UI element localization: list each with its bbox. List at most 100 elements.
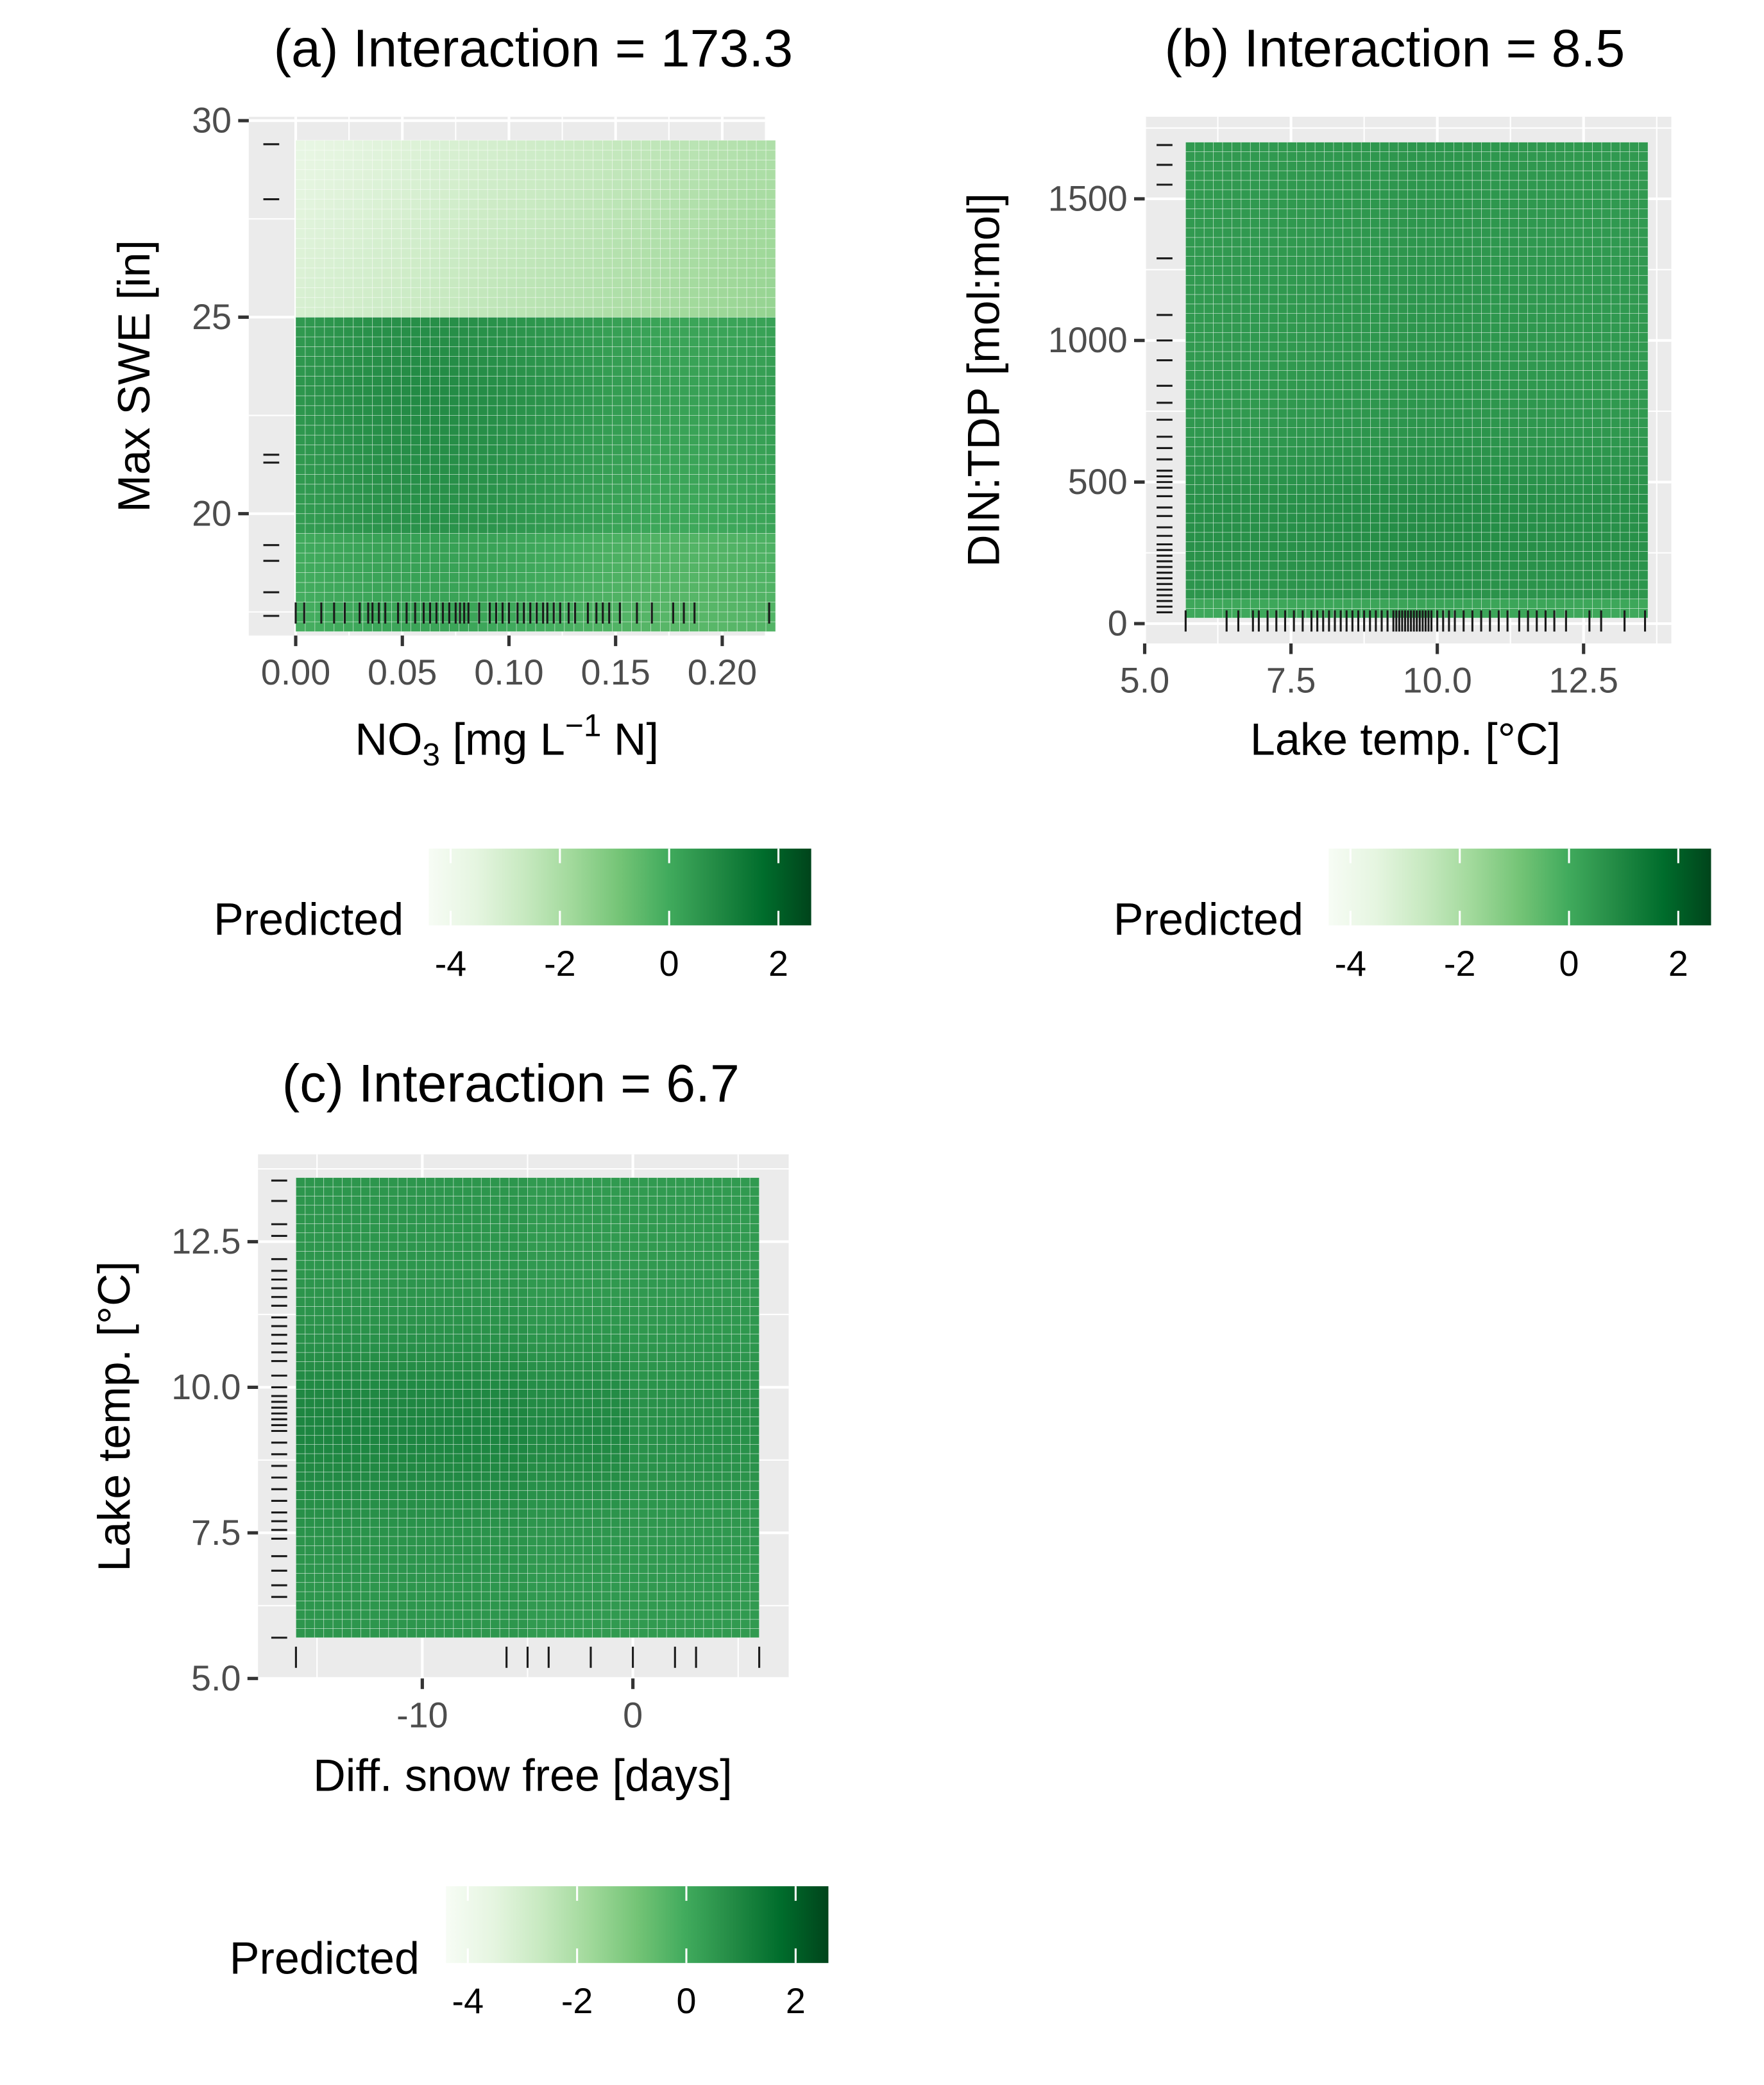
heatmap-cell [1361, 589, 1371, 599]
heatmap-cell [612, 336, 623, 347]
heatmap-cell [1185, 189, 1196, 200]
heatmap-cell [1481, 370, 1491, 380]
heatmap-cell [295, 562, 306, 573]
heatmap-cell [1352, 361, 1362, 371]
heatmap-cell [468, 395, 479, 406]
heatmap-cell [1416, 303, 1427, 314]
heatmap-cell [1194, 532, 1205, 542]
heatmap-cell [1435, 275, 1445, 285]
heatmap-cell [1241, 351, 1251, 362]
heatmap-cell [1333, 227, 1343, 238]
heatmap-cell [353, 307, 364, 318]
heatmap-cell [1379, 142, 1389, 152]
heatmap-cell [660, 425, 670, 436]
heatmap-cell [1203, 332, 1214, 343]
heatmap-cell [698, 572, 709, 583]
heatmap-cell [496, 366, 507, 377]
heatmap-cell [1305, 570, 1316, 581]
heatmap-cell [1471, 560, 1482, 571]
heatmap-cell [1471, 208, 1482, 219]
heatmap-cell [641, 513, 651, 524]
heatmap-cell [1352, 284, 1362, 295]
heatmap-cell [670, 287, 680, 298]
heatmap-cell [1203, 560, 1214, 571]
x-tick-label: 0.20 [688, 652, 757, 692]
heatmap-cell [468, 199, 479, 210]
heatmap-cell [1241, 332, 1251, 343]
heatmap-cell [430, 248, 440, 259]
heatmap-cell [439, 179, 450, 190]
heatmap-cell [487, 572, 498, 583]
heatmap-cell [1509, 313, 1519, 323]
heatmap-cell [1454, 217, 1464, 228]
heatmap-cell [612, 562, 623, 573]
heatmap-cell [727, 140, 738, 151]
heatmap-cell [1278, 189, 1288, 200]
heatmap-cell [1471, 408, 1482, 419]
heatmap-cell [708, 199, 718, 210]
heatmap-cell [612, 346, 623, 357]
heatmap-cell [593, 179, 604, 190]
heatmap-cell [1222, 389, 1232, 400]
heatmap-cell [746, 327, 757, 337]
heatmap-cell [1194, 237, 1205, 248]
heatmap-cell [1259, 227, 1269, 238]
heatmap-cell [1471, 142, 1482, 152]
heatmap-cell [305, 504, 316, 515]
heatmap-cell [1601, 294, 1611, 305]
heatmap-cell [468, 493, 479, 504]
heatmap-cell [1222, 217, 1232, 228]
heatmap-cell [650, 454, 661, 465]
heatmap-cell [1527, 389, 1538, 400]
heatmap-cell [1203, 589, 1214, 599]
heatmap-cell [353, 228, 364, 239]
heatmap-cell [650, 504, 661, 515]
heatmap-cell [420, 140, 430, 151]
heatmap-cell [746, 277, 757, 288]
heatmap-cell [1370, 170, 1380, 181]
heatmap-cell [1592, 227, 1602, 238]
heatmap-cell [631, 149, 641, 160]
heatmap-cell [372, 454, 383, 465]
heatmap-cell [314, 159, 325, 170]
heatmap-cell [622, 297, 632, 308]
heatmap-cell [1314, 579, 1325, 590]
heatmap-cell [1241, 455, 1251, 466]
heatmap-cell [1582, 227, 1593, 238]
heatmap-cell [525, 454, 536, 465]
heatmap-cell [689, 464, 699, 475]
heatmap-cell [1370, 151, 1380, 162]
heatmap-cell [1305, 465, 1316, 476]
heatmap-cell [1213, 380, 1223, 390]
heatmap-cell [468, 297, 479, 308]
heatmap-cell [1370, 465, 1380, 476]
heatmap-cell [593, 169, 604, 180]
heatmap-cell [1555, 351, 1565, 362]
heatmap-cell [1490, 446, 1500, 457]
heatmap-cell [1500, 341, 1510, 352]
heatmap-cell [1352, 151, 1362, 162]
heatmap-cell [593, 140, 604, 151]
heatmap-cell [1333, 560, 1343, 571]
heatmap-cell [1611, 389, 1621, 400]
heatmap-cell [362, 425, 373, 436]
heatmap-cell [420, 474, 430, 485]
heatmap-cell [1518, 427, 1529, 438]
heatmap-cell [612, 415, 623, 426]
heatmap-cell [1268, 351, 1278, 362]
y-tick-label: 25 [192, 297, 232, 337]
heatmap-cell [1425, 389, 1436, 400]
heatmap-cell [1389, 475, 1399, 485]
heatmap-cell [602, 591, 613, 602]
heatmap-cell [1435, 151, 1445, 162]
heatmap-cell [1454, 532, 1464, 542]
heatmap-cell [324, 523, 335, 534]
heatmap-cell [525, 572, 536, 583]
heatmap-cell [1370, 494, 1380, 504]
heatmap-cell [1379, 427, 1389, 438]
heatmap-cell [1213, 494, 1223, 504]
heatmap-cell [545, 317, 555, 328]
heatmap-cell [411, 307, 421, 318]
heatmap-cell [420, 218, 430, 229]
heatmap-cell [1592, 484, 1602, 495]
